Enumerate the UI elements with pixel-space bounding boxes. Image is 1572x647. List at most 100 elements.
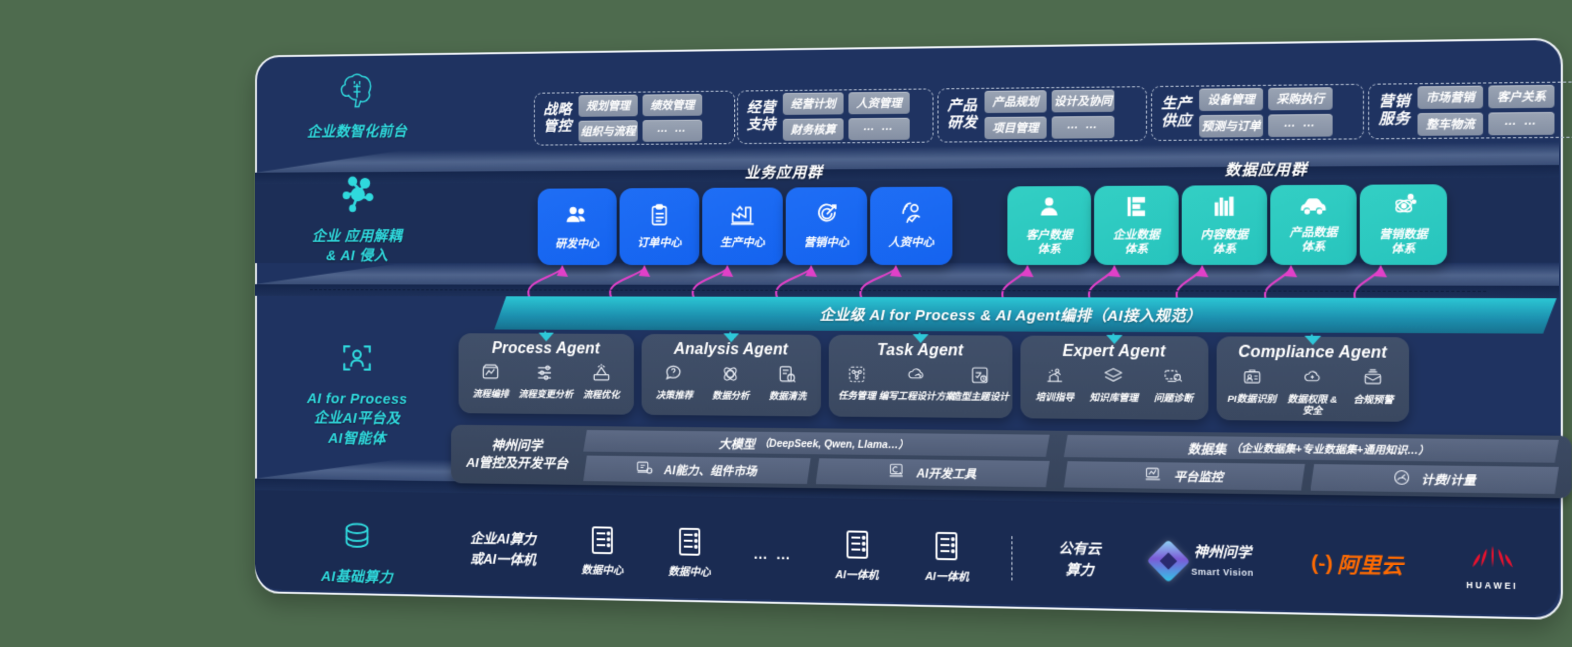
agent-item[interactable]: 数据清洗 bbox=[759, 363, 815, 403]
agent-card-expert[interactable]: Expert Agent 培训指导 bbox=[1020, 334, 1209, 421]
agent-item[interactable]: 知识库管理 bbox=[1085, 365, 1144, 405]
agent-item-label: 编写工程设计方案 bbox=[878, 390, 955, 403]
platform-ai-devtools[interactable]: AI开发工具 bbox=[816, 458, 1050, 487]
agent-item[interactable]: 流程变更分析 bbox=[518, 362, 573, 401]
data-clean-icon bbox=[777, 363, 798, 390]
platform-name-line2: AI管控及开发平台 bbox=[466, 455, 569, 472]
gauge-icon bbox=[1392, 468, 1411, 490]
platform-billing[interactable]: 计费/计量 bbox=[1310, 464, 1559, 494]
ai-orchestration-banner: 企业级 AI for Process & AI Agent编排（AI接入规范） bbox=[494, 296, 1556, 333]
models-sub: （DeepSeek, Qwen, Llama…） bbox=[759, 437, 909, 451]
domain-chip-more[interactable]: … … bbox=[1268, 113, 1333, 138]
atom-icon bbox=[1390, 192, 1417, 224]
design-doc-icon bbox=[970, 365, 991, 391]
domain-chip-more[interactable]: … … bbox=[1051, 115, 1115, 139]
app-card-hr-center[interactable]: 人资中心 bbox=[870, 186, 953, 266]
domain-chip[interactable]: 客户关系 bbox=[1488, 84, 1555, 109]
agent-item[interactable]: 流程编排 bbox=[464, 362, 518, 401]
id-card-icon bbox=[1241, 366, 1263, 393]
agent-card-analysis[interactable]: Analysis Agent 决策推荐 bbox=[641, 333, 821, 417]
domain-chip-more[interactable]: … … bbox=[642, 119, 703, 142]
platform-models-bar[interactable]: 大模型 （DeepSeek, Qwen, Llama…） bbox=[583, 430, 1049, 457]
domain-group-product-rd[interactable]: 产品 研发 产品规划 设计及协同 项目管理 … … bbox=[937, 86, 1147, 143]
agent-card-compliance[interactable]: Compliance Agent PI数据识别 bbox=[1216, 335, 1410, 422]
data-card-enterprise[interactable]: 企业数据 体系 bbox=[1094, 185, 1179, 265]
domain-chip[interactable]: 人资管理 bbox=[848, 91, 910, 115]
rail-label-3a: AI for Process bbox=[306, 390, 408, 408]
domain-chip[interactable]: 设备管理 bbox=[1199, 87, 1264, 112]
agent-item[interactable]: PI数据识别 bbox=[1222, 366, 1282, 406]
data-card-label: 客户数据 体系 bbox=[1025, 229, 1073, 256]
infra-private-line2: 或AI一体机 bbox=[470, 550, 537, 568]
domain-group-name: 生产 供应 bbox=[1161, 96, 1192, 130]
decouple-node-icon bbox=[260, 172, 454, 222]
data-card-marketing[interactable]: 营销数据 体系 bbox=[1359, 184, 1448, 265]
app-card-production-center[interactable]: 生产中心 bbox=[702, 187, 783, 266]
infra-node-allinone-2[interactable]: AI一体机 bbox=[902, 529, 992, 586]
agent-item[interactable]: 培训指导 bbox=[1026, 365, 1084, 404]
datasets-sub: （企业数据集+专业数据集+通用知识…） bbox=[1230, 442, 1430, 457]
data-card-content[interactable]: 内容数据 体系 bbox=[1181, 185, 1268, 265]
infra-node-datacenter-2[interactable]: 数据中心 bbox=[646, 525, 734, 581]
agent-item[interactable]: 数据权限 & 安全 bbox=[1282, 366, 1342, 417]
domain-chip[interactable]: 项目管理 bbox=[984, 116, 1047, 140]
app-card-order-center[interactable]: 订单中心 bbox=[619, 187, 700, 266]
domain-chip[interactable]: 组织与流程 bbox=[578, 120, 638, 143]
agent-item[interactable]: 合规预警 bbox=[1343, 367, 1404, 407]
infra-node-ellipsis: … … bbox=[733, 545, 812, 563]
vendor-huawei[interactable]: HUAWEI bbox=[1435, 542, 1550, 592]
domain-group-strategy[interactable]: 战略 管控 规划管理 绩效管理 组织与流程 … … bbox=[533, 90, 736, 146]
agent-item[interactable]: 数据分析 bbox=[703, 363, 759, 403]
domain-chip[interactable]: 采购执行 bbox=[1268, 87, 1333, 111]
ai-platform-bar[interactable]: 神州问学 AI管控及开发平台 大模型 （DeepSeek, Qwen, Llam… bbox=[451, 424, 1572, 499]
vendor-aliyun[interactable]: (-) 阿里云 bbox=[1280, 548, 1435, 582]
agent-item[interactable]: 造型主题设计 bbox=[952, 364, 1009, 403]
domain-chip-more[interactable]: … … bbox=[848, 117, 910, 141]
data-card-product[interactable]: 产品数据 体系 bbox=[1270, 184, 1357, 265]
vendor-name-en: HUAWEI bbox=[1466, 579, 1519, 592]
agent-card-task[interactable]: Task Agent 任务管理 bbox=[828, 334, 1013, 419]
domain-group-production-supply[interactable]: 生产 供应 设备管理 采购执行 预测与订单 … … bbox=[1151, 83, 1364, 141]
app-card-rd-center[interactable]: 研发中心 bbox=[537, 188, 617, 266]
platform-monitoring[interactable]: 平台监控 bbox=[1064, 461, 1305, 491]
infra-node-label: 数据中心 bbox=[668, 565, 711, 579]
platform-item-label: AI开发工具 bbox=[916, 465, 977, 481]
agent-item[interactable]: 决策推荐 bbox=[647, 363, 703, 402]
domain-group-marketing-service[interactable]: 营销 服务 市场营销 客户关系 整车物流 … … bbox=[1368, 81, 1572, 140]
decision-icon bbox=[664, 363, 685, 390]
app-card-marketing-center[interactable]: 营销中心 bbox=[785, 187, 868, 266]
infra-node-allinone-1[interactable]: AI一体机 bbox=[812, 528, 901, 584]
domain-chip[interactable]: 设计及协同 bbox=[1051, 89, 1115, 113]
platform-datasets-bar[interactable]: 数据集 （企业数据集+专业数据集+通用知识…） bbox=[1064, 435, 1559, 463]
agent-item[interactable]: 问题诊断 bbox=[1144, 366, 1203, 406]
domain-chip[interactable]: 市场营销 bbox=[1417, 85, 1484, 110]
app-card-label: 研发中心 bbox=[555, 238, 600, 250]
platform-ai-marketplace[interactable]: AI能力、组件市场 bbox=[583, 456, 810, 485]
domain-chip[interactable]: 绩效管理 bbox=[642, 93, 703, 117]
task-network-icon bbox=[847, 364, 868, 390]
domain-chip[interactable]: 规划管理 bbox=[578, 94, 638, 117]
data-card-customer[interactable]: 客户数据 体系 bbox=[1007, 185, 1092, 265]
data-card-label: 营销数据 体系 bbox=[1379, 228, 1428, 256]
agent-item[interactable]: 编写工程设计方案 bbox=[878, 364, 955, 403]
car-icon bbox=[1298, 194, 1328, 222]
agent-item[interactable]: 流程优化 bbox=[574, 362, 629, 401]
cloud-write-icon bbox=[906, 364, 928, 390]
models-label: 大模型 bbox=[718, 436, 756, 452]
agent-item[interactable]: 任务管理 bbox=[834, 364, 881, 403]
domain-chip-more[interactable]: … … bbox=[1488, 111, 1555, 136]
domain-group-operations[interactable]: 经营 支持 经营计划 人资管理 财务核算 … … bbox=[737, 88, 934, 145]
agent-pointer bbox=[1105, 334, 1123, 345]
domain-chip[interactable]: 财务核算 bbox=[782, 118, 844, 141]
infra-node-datacenter-1[interactable]: 数据中心 bbox=[559, 523, 646, 578]
domain-chip[interactable]: 产品规划 bbox=[984, 90, 1047, 114]
data-group-title: 数据应用群 bbox=[1224, 161, 1308, 180]
vendor-smart-vision[interactable]: 神州问学 Smart Vision bbox=[1128, 539, 1280, 583]
domain-chip[interactable]: 经营计划 bbox=[782, 92, 844, 115]
domain-chip[interactable]: 预测与订单 bbox=[1199, 114, 1264, 138]
agent-title: Compliance Agent bbox=[1238, 343, 1388, 362]
domain-chip[interactable]: 整车物流 bbox=[1417, 112, 1484, 136]
factory-icon bbox=[729, 202, 755, 232]
agent-card-process[interactable]: Process Agent 流程编排 流 bbox=[458, 332, 634, 415]
person-scan-icon bbox=[260, 336, 454, 385]
